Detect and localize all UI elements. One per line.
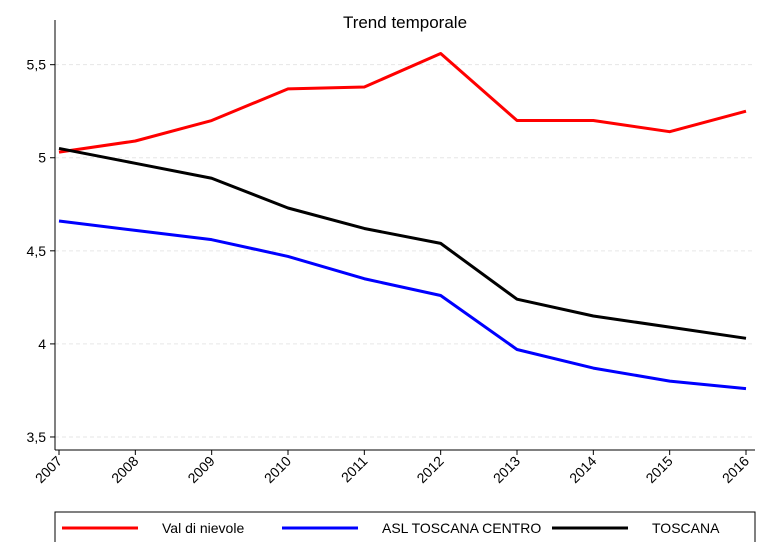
legend-box	[54, 511, 756, 542]
series-line	[58, 146, 747, 340]
y-tick-label: 5,5	[27, 57, 47, 73]
legend-label: ASL TOSCANA CENTRO	[382, 520, 541, 536]
series-line	[58, 219, 747, 391]
y-tick-label: 4	[38, 336, 46, 352]
y-tick-label: 3,5	[27, 429, 47, 445]
chart-title: Trend temporale	[343, 13, 467, 32]
series-line	[58, 52, 747, 154]
grid	[55, 64, 755, 438]
y-tick-label: 4,5	[27, 243, 47, 259]
legend-label: TOSCANA	[652, 520, 720, 536]
y-tick-label: 5	[38, 150, 46, 166]
legend-label: Val di nievole	[162, 520, 244, 536]
